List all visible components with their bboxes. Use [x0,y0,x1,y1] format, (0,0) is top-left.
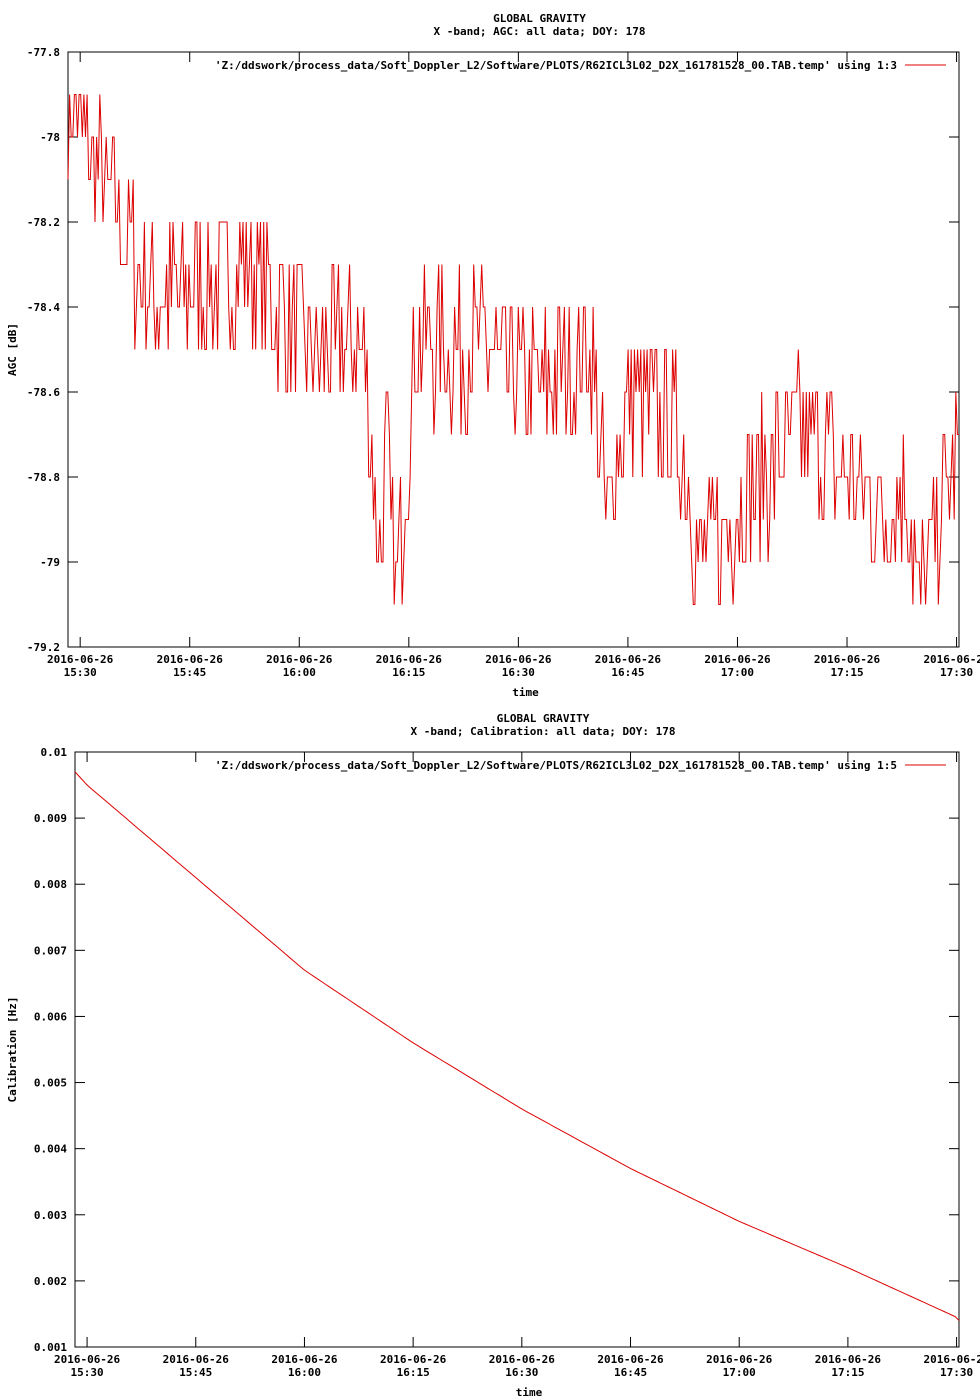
x-tick-date: 2016-06-26 [814,653,881,666]
y-tick-label: 0.007 [34,944,67,957]
x-tick-time: 17:00 [721,666,754,679]
x-tick-date: 2016-06-26 [595,653,662,666]
x-tick-date: 2016-06-26 [47,653,114,666]
x-tick-date: 2016-06-26 [380,1353,447,1366]
x-tick-date: 2016-06-26 [376,653,443,666]
y-tick-label: -78.2 [27,216,60,229]
x-tick-date: 2016-06-26 [157,653,224,666]
y-tick-label: -78.6 [27,386,60,399]
x-tick-time: 16:30 [505,1366,538,1379]
x-tick-time: 17:15 [830,666,863,679]
x-tick-time: 17:15 [831,1366,864,1379]
y-tick-label: 0.01 [41,746,68,759]
x-axis-label: time [512,686,539,699]
x-tick-time: 16:15 [392,666,425,679]
x-tick-time: 16:45 [614,1366,647,1379]
x-tick-time: 16:15 [397,1366,430,1379]
x-tick-date: 2016-06-26 [163,1353,230,1366]
x-tick-date: 2016-06-26 [266,653,333,666]
x-tick-date: 2016-06-26 [923,1353,980,1366]
y-axis-label: Calibration [Hz] [6,997,19,1103]
y-tick-label: 0.004 [34,1143,67,1156]
y-tick-label: 0.005 [34,1077,67,1090]
y-tick-label: -78 [40,131,60,144]
x-tick-time: 17:30 [940,1366,973,1379]
y-tick-label: -78.4 [27,301,60,314]
y-tick-label: 0.003 [34,1209,67,1222]
plot-frame [74,751,960,1348]
x-tick-time: 17:30 [940,666,973,679]
chart-title: GLOBAL GRAVITY [493,12,586,25]
chart-subtitle: X -band; AGC: all data; DOY: 178 [434,25,646,38]
series-line [67,94,959,605]
y-tick-label: 0.002 [34,1275,67,1288]
x-tick-date: 2016-06-26 [54,1353,121,1366]
series-line [74,771,960,1321]
y-tick-label: -79.2 [27,641,60,654]
x-tick-time: 16:30 [502,666,535,679]
x-axis-label: time [516,1386,543,1399]
x-tick-date: 2016-06-26 [485,653,552,666]
y-tick-label: -78.8 [27,471,60,484]
legend-label: 'Z:/ddswork/process_data/Soft_Doppler_L2… [215,59,897,72]
x-tick-time: 16:00 [283,666,316,679]
x-tick-time: 15:45 [173,666,206,679]
x-tick-date: 2016-06-26 [815,1353,882,1366]
plot-frame [67,51,960,648]
y-tick-label: 0.001 [34,1341,67,1354]
x-tick-date: 2016-06-26 [489,1353,556,1366]
y-tick-label: 0.008 [34,878,67,891]
chart-subtitle: X -band; Calibration: all data; DOY: 178 [411,725,676,738]
chart-title: GLOBAL GRAVITY [497,712,590,725]
y-tick-label: 0.009 [34,812,67,825]
x-tick-date: 2016-06-26 [706,1353,773,1366]
x-tick-time: 16:45 [611,666,644,679]
x-tick-date: 2016-06-26 [597,1353,664,1366]
x-tick-time: 16:00 [288,1366,321,1379]
x-tick-date: 2016-06-26 [271,1353,338,1366]
x-tick-time: 15:30 [64,666,97,679]
x-tick-time: 15:45 [179,1366,212,1379]
y-axis-label: AGC [dB] [6,323,19,376]
x-tick-time: 15:30 [71,1366,104,1379]
x-tick-date: 2016-06-26 [923,653,980,666]
y-tick-label: 0.006 [34,1010,67,1023]
x-tick-time: 17:00 [723,1366,756,1379]
y-tick-label: -77.8 [27,46,60,59]
y-tick-label: -79 [40,556,60,569]
legend-label: 'Z:/ddswork/process_data/Soft_Doppler_L2… [215,759,897,772]
x-tick-date: 2016-06-26 [704,653,771,666]
